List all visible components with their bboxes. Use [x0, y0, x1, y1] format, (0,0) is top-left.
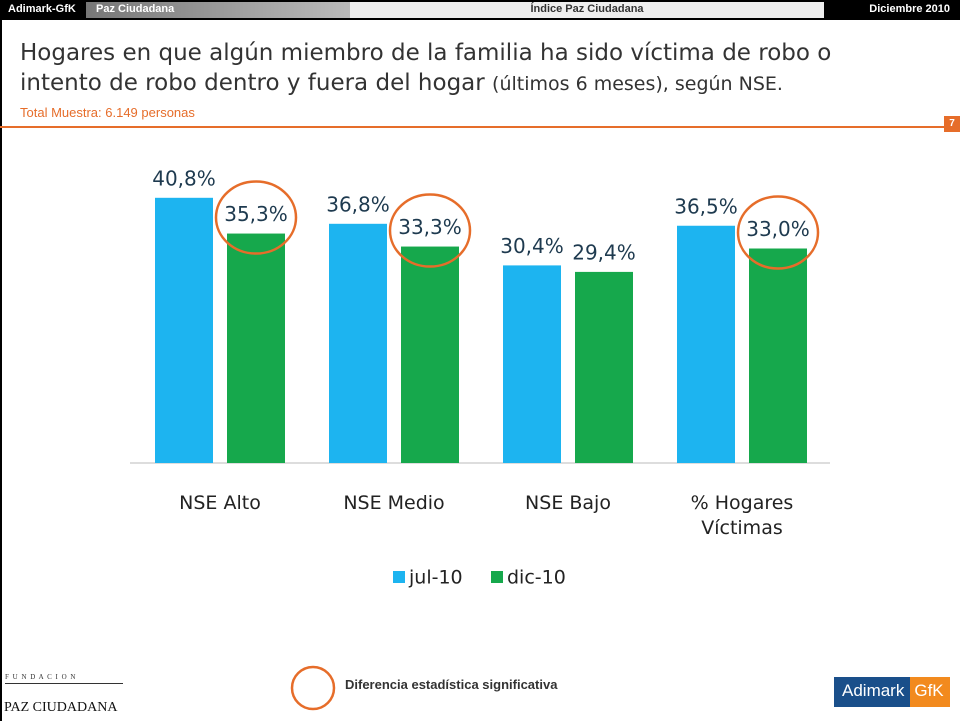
bar	[329, 223, 387, 463]
logo-left: Adimark	[834, 677, 911, 707]
chart-title: Hogares en que algún miembro de la famil…	[20, 40, 832, 96]
x-tick-label: NSE Bajo	[525, 492, 611, 514]
data-label: 36,8%	[326, 192, 390, 216]
significance-circle	[736, 195, 820, 270]
legend-swatch	[491, 571, 503, 583]
significance-circle	[214, 180, 298, 255]
data-label: 35,3%	[224, 202, 288, 226]
bar	[401, 246, 459, 463]
title-rule	[0, 126, 960, 128]
logo: Adimark GfK	[834, 677, 950, 707]
header-section: Paz Ciudadana	[96, 3, 175, 15]
foundation-name: PAZ CIUDADANA	[4, 700, 118, 715]
left-border	[0, 20, 2, 721]
legend-label: jul-10	[408, 567, 463, 589]
title-note: (últimos 6 meses), según NSE.	[492, 73, 783, 95]
foundation-line	[5, 683, 123, 684]
data-label: 30,4%	[500, 234, 564, 258]
bar	[677, 225, 735, 463]
x-tick-label: % Hogares Víctimas	[690, 492, 794, 539]
data-label: 33,0%	[746, 217, 810, 241]
legend-swatch	[393, 571, 405, 583]
page-number: 7	[944, 116, 960, 132]
data-label: 36,5%	[674, 194, 738, 218]
note-circle	[290, 665, 336, 711]
header-center-bg	[350, 2, 824, 18]
data-label: 40,8%	[152, 166, 216, 190]
header-center: Índice Paz Ciudadana	[530, 3, 644, 15]
x-tick-label: NSE Medio	[343, 492, 445, 514]
header-section-bg	[86, 2, 350, 18]
x-tick-label: NSE Alto	[179, 492, 261, 514]
header-brand: Adimark-GfK	[8, 3, 76, 15]
legend-label: dic-10	[507, 567, 566, 589]
bar	[503, 265, 561, 463]
subtitle: Total Muestra: 6.149 personas	[20, 105, 195, 120]
footer-note: Diferencia estadística significativa	[345, 677, 558, 692]
foundation-top: F U N D A C I O N	[5, 673, 77, 681]
header-date: Diciembre 2010	[869, 3, 950, 15]
significance-circle	[388, 193, 472, 268]
bar	[227, 233, 285, 463]
bar	[155, 197, 213, 464]
data-label: 33,3%	[398, 215, 462, 239]
title-block: Hogares en que algún miembro de la famil…	[20, 38, 900, 99]
bar	[575, 271, 633, 463]
logo-right: GfK	[910, 677, 950, 707]
data-label: 29,4%	[572, 240, 636, 264]
bar	[749, 248, 807, 463]
